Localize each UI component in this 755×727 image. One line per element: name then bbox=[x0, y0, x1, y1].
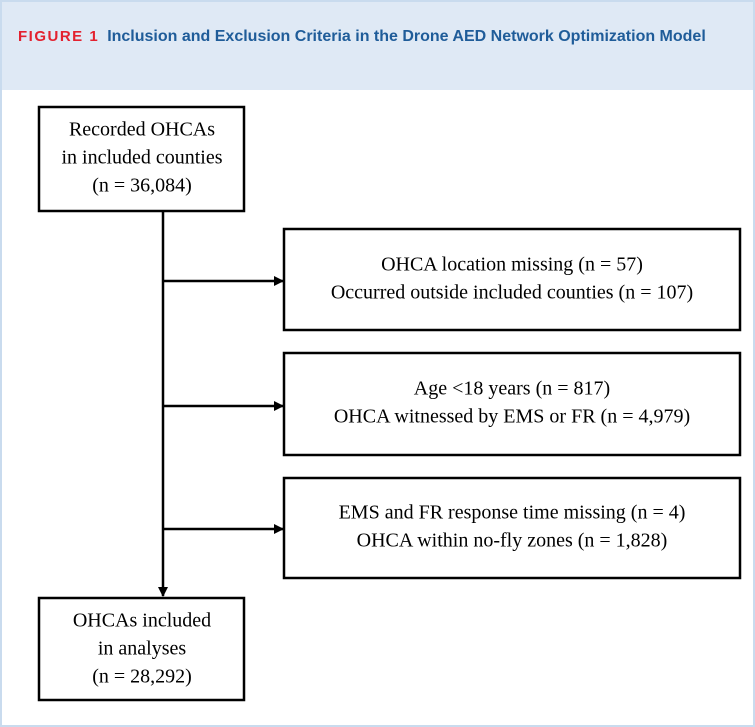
node-text: Recorded OHCAs bbox=[69, 119, 215, 141]
node-text: OHCA witnessed by EMS or FR (n = 4,979) bbox=[334, 406, 690, 428]
node-text: (n = 28,292) bbox=[92, 666, 192, 688]
exclusion-box bbox=[282, 476, 742, 580]
exclusion-box bbox=[282, 227, 742, 332]
node-text: (n = 36,084) bbox=[92, 175, 192, 197]
end-box bbox=[37, 596, 246, 702]
node-text: Occurred outside included counties (n = … bbox=[331, 282, 693, 304]
exclusion-box bbox=[282, 351, 742, 457]
figure-title: Inclusion and Exclusion Criteria in the … bbox=[107, 28, 706, 45]
node-text: Age <18 years (n = 817) bbox=[414, 378, 610, 400]
node-text: in included counties bbox=[61, 147, 222, 169]
node-text: OHCA location missing (n = 57) bbox=[381, 254, 643, 276]
node-text: OHCAs included bbox=[73, 610, 211, 632]
node-text: OHCA within no-fly zones (n = 1,828) bbox=[357, 530, 668, 552]
start-box bbox=[37, 105, 246, 213]
figure-header: FIGURE 1 Inclusion and Exclusion Criteria… bbox=[2, 2, 753, 90]
figure-label: FIGURE 1 bbox=[18, 28, 100, 45]
node-text: in analyses bbox=[98, 638, 187, 660]
node-text: EMS and FR response time missing (n = 4) bbox=[339, 502, 686, 524]
